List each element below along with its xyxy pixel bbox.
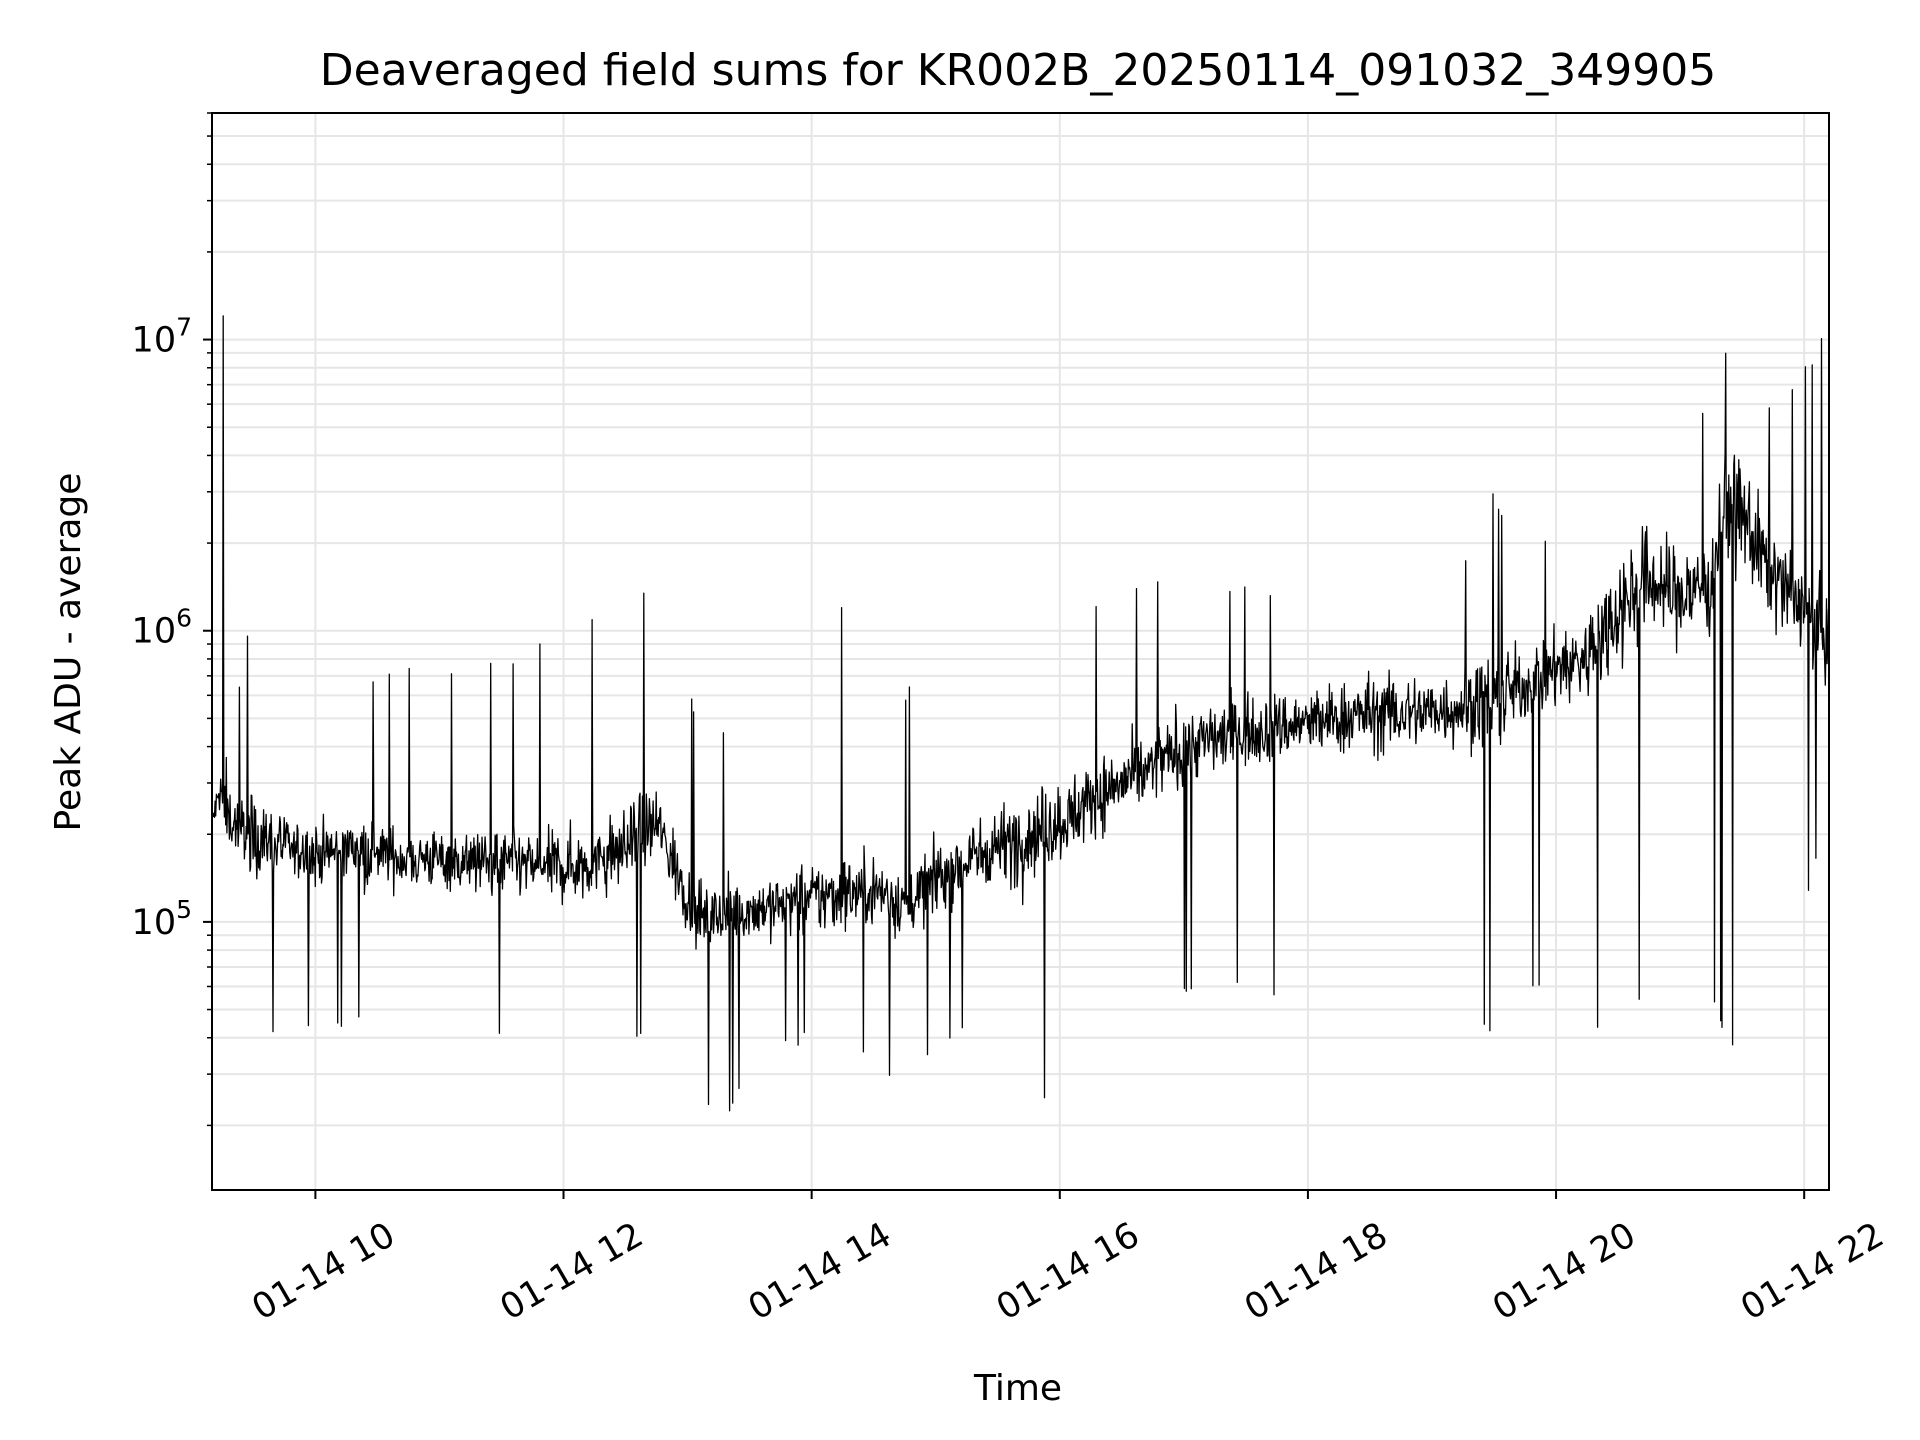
x-tick-label: 01-14 14 <box>742 1215 898 1328</box>
y-tick-label: 107 <box>132 313 192 361</box>
x-axis: 01-14 10 01-14 12 01-14 14 01-14 16 01-14 18… <box>246 1190 1891 1328</box>
y-axis: 105 106 107 <box>132 112 212 1127</box>
x-axis-label: Time <box>973 1368 1062 1409</box>
chart-title: Deaveraged field sums for KR002B_2025011… <box>320 45 1716 96</box>
x-tick-label: 01-14 20 <box>1486 1215 1642 1328</box>
y-tick-label: 105 <box>132 895 192 943</box>
y-axis-label: Peak ADU - average <box>48 473 89 832</box>
y-tick-label: 106 <box>132 604 192 652</box>
grid <box>212 112 1829 1190</box>
x-tick-label: 01-14 18 <box>1238 1215 1394 1328</box>
x-tick-label: 01-14 12 <box>494 1215 650 1328</box>
x-tick-label: 01-14 16 <box>990 1215 1146 1328</box>
data-series <box>211 315 1830 1112</box>
series-line <box>211 315 1830 1112</box>
plot-frame <box>211 112 1830 1191</box>
x-tick-label: 01-14 10 <box>246 1215 402 1328</box>
x-tick-label: 01-14 22 <box>1734 1215 1890 1328</box>
